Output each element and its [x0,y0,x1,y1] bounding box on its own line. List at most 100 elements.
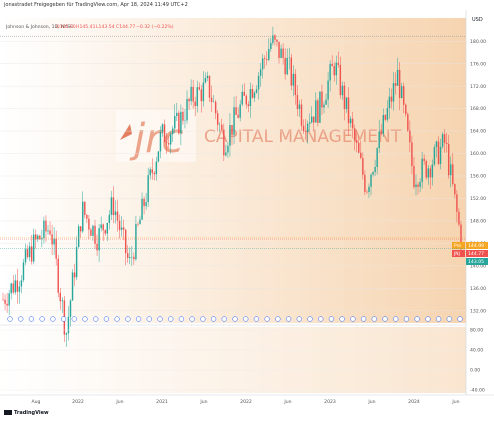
candle-body [405,104,407,115]
candle [317,98,319,127]
chart-svg[interactable]: jrc CAPITAL MANAGEMENT 180.00 176.00 172.0… [0,10,494,409]
dividend-marker-icon[interactable] [435,316,442,322]
dividend-marker-icon[interactable] [189,316,195,322]
dividend-marker-icon[interactable] [221,316,227,322]
dividend-marker-icon[interactable] [371,316,377,322]
candle [198,82,201,91]
candle [245,94,248,109]
dividend-marker-icon[interactable] [457,316,463,322]
candle-body [313,116,315,123]
candle-body [22,262,25,281]
dividend-marker-icon[interactable] [307,316,313,322]
dividend-marker-icon[interactable] [296,316,302,322]
dividend-marker-icon[interactable] [168,316,174,322]
dividend-marker-icon[interactable] [157,316,163,322]
dividend-marker-icon[interactable] [82,316,88,322]
dividend-marker-circle [414,316,420,322]
dividend-marker-icon[interactable] [232,316,238,322]
dividend-marker-icon[interactable] [135,316,142,322]
candle [216,110,219,132]
dividend-marker-icon[interactable] [39,316,45,322]
dividend-marker-circle [393,316,399,322]
dividend-marker-icon[interactable] [285,316,292,322]
dividend-marker-icon[interactable] [18,316,24,322]
dividend-marker-icon[interactable] [103,316,110,322]
price-tag-value-bg [466,242,488,249]
candle [298,100,301,117]
price-tag-value: 144.77 [468,251,484,257]
dividend-marker-icon[interactable] [253,316,260,322]
candle [86,214,88,224]
dividend-marker-icon[interactable] [360,316,367,322]
candle-body [292,73,295,86]
candle [249,82,252,118]
candle [112,186,115,224]
candle [194,96,196,117]
candle [159,126,162,159]
time-tick-label: 2023 [324,399,336,405]
price-tick-label: 152.00 [470,196,486,202]
candle [139,215,141,225]
candle-body [186,99,188,121]
candle [421,151,423,189]
candle [345,97,348,113]
candle-body [386,108,389,120]
candle [67,306,70,341]
dividend-marker-icon[interactable] [178,316,185,322]
dividend-marker-icon[interactable] [403,316,410,322]
dividend-marker-circle [28,316,35,322]
dividend-marker-icon[interactable] [275,316,281,322]
candle-body [194,101,196,107]
dividend-marker-icon[interactable] [414,316,420,322]
candle [339,56,342,99]
dividend-marker-icon[interactable] [382,316,388,322]
dividend-marker-icon[interactable] [28,316,35,322]
dividend-marker-circle [39,316,45,322]
dividend-marker-icon[interactable] [93,316,99,322]
candle-body [4,299,6,304]
dividend-marker-icon[interactable] [425,316,431,322]
dividend-marker-icon[interactable] [60,316,67,322]
candle-body [45,220,47,232]
dividend-marker-icon[interactable] [50,316,56,322]
chart-frame[interactable]: jrc CAPITAL MANAGEMENT 180.00 176.00 172.0… [0,10,494,409]
dividend-marker-icon[interactable] [210,316,217,322]
candle-body [143,198,145,207]
price-tick-label: 176.00 [470,61,486,67]
candle [127,245,129,263]
dividend-marker-icon[interactable] [71,316,77,322]
dividend-marker-icon[interactable] [7,316,13,322]
dividend-marker-icon[interactable] [339,316,345,322]
candle [313,116,315,132]
tradingview-logo-icon [4,410,12,415]
dividend-marker-icon[interactable] [114,316,120,322]
candle [59,287,61,310]
dividend-marker-icon[interactable] [146,316,152,322]
candle [329,60,331,92]
dividend-marker-circle [18,316,24,322]
dividend-marker-icon[interactable] [393,316,399,322]
candle [174,104,176,134]
candle [400,82,403,99]
dividend-marker-icon[interactable] [318,316,324,322]
dividend-marker-circle [82,316,88,322]
candle-body [239,104,241,118]
dividend-marker-icon[interactable] [243,316,249,322]
candle [358,135,360,154]
candle-body [266,59,268,60]
dividend-marker-icon[interactable] [350,316,356,322]
candle [122,219,125,241]
candle [392,71,395,111]
dividend-marker-icon[interactable] [264,316,270,322]
dividend-marker-circle [157,316,163,322]
candle-body [84,201,86,215]
candle [452,152,454,187]
dividend-marker-icon[interactable] [446,316,452,322]
price-tick-label: 160.00 [470,151,486,157]
dividend-marker-icon[interactable] [328,316,335,322]
candle [26,245,29,260]
dividend-marker-icon[interactable] [200,316,206,322]
candle-body [327,80,329,100]
candle-body [407,114,409,131]
dividend-marker-icon[interactable] [125,316,131,322]
